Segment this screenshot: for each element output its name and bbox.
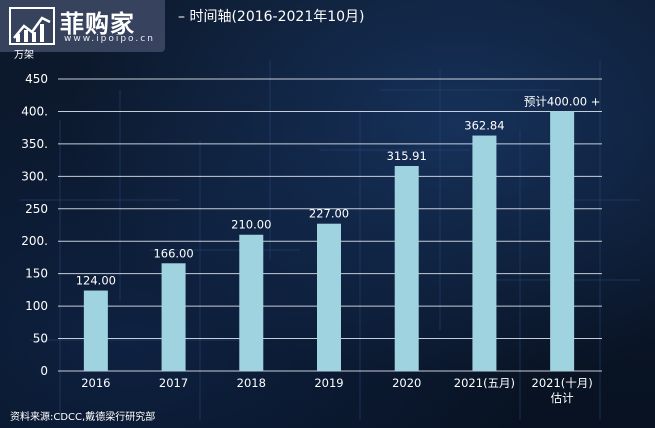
data-label: 362.84 [464,119,504,133]
data-labels: 124.00 166.00 210.00 227.00 315.91 362.84 预计40… [76,94,601,287]
y-tick-label: 300. [21,169,48,183]
x-tick-label: 2018 [237,376,266,390]
y-tick-label: 250 [25,202,48,216]
source-note: 资料来源:CDCC,戴德梁行研究部 [10,412,156,423]
bar [317,223,341,371]
bar [83,290,108,371]
x-tick-label: 2017 [159,376,188,390]
x-tick-sublabel: 估计 [551,391,574,405]
logo-text: 菲购家 [60,10,135,38]
bar [472,135,497,371]
bar [394,166,419,371]
x-tick-label: 2016 [81,376,110,390]
bar [161,263,186,371]
y-tick-label: 450 [25,72,48,86]
y-tick-label: 150 [25,267,48,281]
x-tick-label: 2021(十月) [532,376,593,390]
data-label: 210.00 [231,218,271,232]
chart-logo-icon [9,7,55,45]
logo-url: www.ipoipo.cn [64,34,155,44]
chart-title: – 时间轴(2016-2021年10月) [178,9,365,25]
y-tick-label: 0 [40,364,48,378]
x-tick-label: 2019 [314,376,343,390]
site-logo: 菲购家 www.ipoipo.cn [0,0,165,52]
bars [83,111,575,371]
y-axis-unit: 万架 [14,50,34,61]
data-label: 预计400.00 + [524,94,601,108]
y-tick-label: 200. [21,234,48,248]
y-tick-label: 400. [21,104,48,118]
y-tick-label: 100 [25,299,48,313]
data-label: 166.00 [153,246,193,260]
y-tick-label: 50 [33,332,48,346]
bar [550,111,575,371]
x-axis-ticks: 2016 2017 2018 2019 2020 2021(五月) 2021(十月)估计 [81,376,593,405]
x-tick-label: 2021(五月) [454,376,515,390]
data-label: 227.00 [309,207,349,221]
x-tick-label: 2020 [392,376,421,390]
data-label: 124.00 [76,274,116,288]
bar [239,234,264,371]
y-axis-ticks: 0 50 100 150 200. 250 300. 350. 400. 450 [21,72,48,378]
data-label: 315.91 [387,149,427,163]
y-tick-label: 350. [21,137,48,151]
